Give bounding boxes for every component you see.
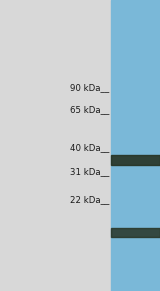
Text: 31 kDa__: 31 kDa__: [70, 168, 109, 177]
Text: 40 kDa__: 40 kDa__: [70, 143, 109, 152]
Text: 22 kDa__: 22 kDa__: [70, 196, 109, 205]
Text: 90 kDa__: 90 kDa__: [70, 84, 109, 93]
Text: 65 kDa__: 65 kDa__: [70, 106, 109, 114]
Bar: [111, 155, 160, 165]
Bar: [111, 0, 160, 291]
Bar: [111, 228, 160, 237]
